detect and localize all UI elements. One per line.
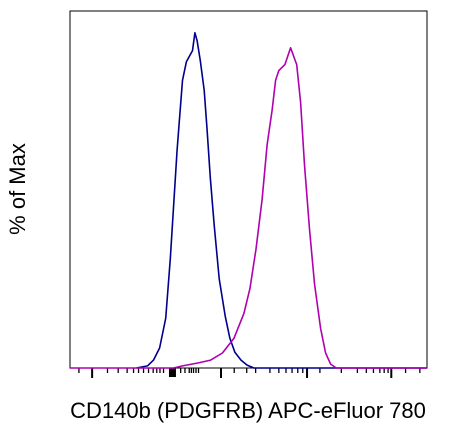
x-axis-ticks: [78, 368, 421, 378]
x-axis-label: CD140b (PDGFRB) APC-eFluor 780: [70, 398, 426, 423]
plot-frame: [69, 10, 428, 369]
series-layer: [70, 31, 427, 369]
y-axis-label: % of Max: [5, 143, 30, 235]
series-line-1: [136, 31, 427, 369]
series-line-2: [70, 46, 427, 369]
